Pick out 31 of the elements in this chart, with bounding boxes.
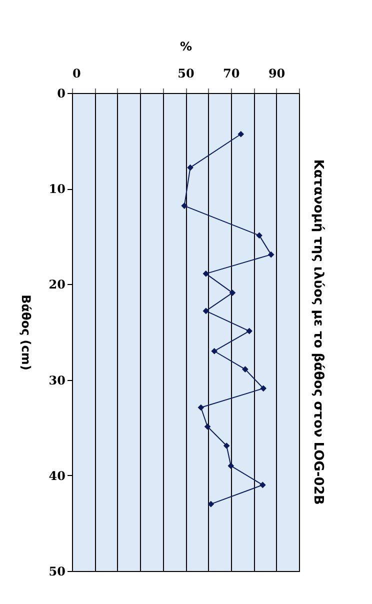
point <box>187 164 194 171</box>
y-tick-label: 10 <box>48 182 66 196</box>
point <box>256 232 262 239</box>
x-tick-label: 0 <box>72 66 81 80</box>
point <box>202 308 210 314</box>
point <box>242 366 248 372</box>
point <box>228 462 234 469</box>
point <box>202 270 210 277</box>
text: Κατανομή της ιλύος με το βάθος στον LOG-02B <box>310 159 326 505</box>
x-axis-title: % <box>180 40 192 54</box>
point <box>211 348 218 354</box>
point <box>268 251 274 258</box>
point <box>223 442 230 449</box>
y-tick-label: 20 <box>48 278 66 292</box>
point <box>246 328 252 334</box>
x-tick-label: 90 <box>268 66 286 80</box>
y-tick-label: 0 <box>57 86 66 100</box>
y-tick-label: 40 <box>48 468 66 483</box>
y-tick-label: 50 <box>48 564 66 578</box>
point <box>260 482 266 488</box>
y-axis-title: Βάθος (cm) <box>18 294 33 370</box>
y-tick-label: 30 <box>48 373 66 388</box>
point <box>198 404 204 411</box>
x-tick-label: 70 <box>223 66 240 80</box>
point <box>204 423 211 430</box>
x-tick-label: 50 <box>178 66 194 80</box>
point <box>181 202 188 209</box>
point <box>208 500 214 508</box>
point <box>238 130 244 138</box>
point <box>260 385 267 392</box>
point <box>229 290 236 296</box>
